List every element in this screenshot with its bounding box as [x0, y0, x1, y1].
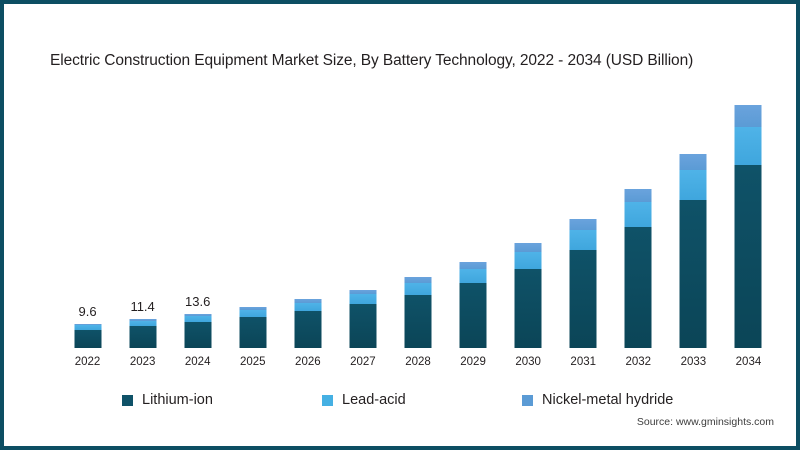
bar-segment-lead-acid[interactable] — [74, 325, 102, 330]
x-axis-tick-2022: 2022 — [74, 356, 101, 368]
bar-value-label: 11.4 — [130, 299, 155, 315]
bar-segment-lead-acid[interactable] — [184, 316, 212, 323]
x-axis-tick-2031: 2031 — [570, 356, 597, 368]
bar-segment-lithium-ion[interactable] — [74, 329, 102, 348]
stacked-bar[interactable] — [349, 289, 377, 348]
chart-legend: Lithium-ion Lead-acid Nickel-metal hydride — [60, 392, 776, 416]
legend-swatch-icon — [122, 394, 133, 406]
bar-segment-lead-acid[interactable] — [129, 321, 157, 327]
source-attribution: Source: www.gminsights.com — [636, 416, 774, 428]
bar-segment-lithium-ion[interactable] — [459, 283, 487, 348]
bar-segment-lithium-ion[interactable] — [239, 317, 267, 348]
stacked-bar[interactable] — [679, 154, 707, 348]
bar-segment-lithium-ion[interactable] — [624, 226, 652, 348]
bar-segment-lithium-ion[interactable] — [514, 268, 542, 348]
legend-swatch-icon — [522, 394, 533, 406]
bar-segment-lithium-ion[interactable] — [734, 164, 762, 348]
bar-value-label: 9.6 — [78, 303, 97, 319]
x-axis-tick-2032: 2032 — [625, 356, 652, 368]
bar-group — [335, 92, 390, 348]
legend-item-lithium-ion[interactable]: Lithium-ion — [122, 392, 213, 408]
bar-segment-lithium-ion[interactable] — [404, 294, 432, 348]
stacked-bar[interactable] — [624, 188, 652, 348]
bar-segment-nickel-metal-hydride[interactable] — [734, 104, 762, 128]
bar-segment-lead-acid[interactable] — [294, 303, 322, 312]
bar-segment-nickel-metal-hydride[interactable] — [184, 313, 212, 317]
stacked-bar[interactable] — [404, 277, 432, 348]
bar-segment-nickel-metal-hydride[interactable] — [569, 219, 597, 230]
bar-group — [666, 92, 721, 348]
bar-group — [721, 92, 776, 348]
x-axis-tick-2034: 2034 — [735, 356, 762, 368]
bar-segment-lead-acid[interactable] — [239, 310, 267, 318]
x-axis-tick-2027: 2027 — [350, 356, 376, 368]
stacked-bar[interactable] — [239, 307, 267, 348]
bar-segment-lead-acid[interactable] — [514, 251, 542, 269]
legend-item-lead-acid[interactable]: Lead-acid — [322, 392, 406, 408]
bar-segment-lead-acid[interactable] — [459, 268, 487, 284]
x-axis-tick-2029: 2029 — [460, 356, 486, 368]
chart-title: Electric Construction Equipment Market S… — [50, 52, 694, 69]
bar-group — [501, 92, 556, 348]
bar-value-label: 13.6 — [185, 293, 211, 309]
bar-segment-nickel-metal-hydride[interactable] — [129, 319, 157, 322]
bar-segment-nickel-metal-hydride[interactable] — [239, 307, 267, 311]
bar-segment-lithium-ion[interactable] — [294, 311, 322, 348]
stacked-bar[interactable] — [294, 299, 322, 348]
bar-segment-nickel-metal-hydride[interactable] — [514, 243, 542, 252]
legend-item-nickel-metal-hydride[interactable]: Nickel-metal hydride — [522, 392, 673, 408]
x-axis-tick-2024: 2024 — [184, 356, 211, 368]
bar-group — [446, 92, 501, 348]
stacked-bar[interactable] — [569, 219, 597, 348]
bar-group — [280, 92, 335, 348]
legend-label: Nickel-metal hydride — [542, 392, 674, 408]
bar-segment-lead-acid[interactable] — [624, 201, 652, 227]
x-axis-tick-2030: 2030 — [515, 356, 541, 368]
legend-label: Lead-acid — [342, 392, 406, 408]
x-axis-tick-2028: 2028 — [405, 356, 431, 368]
bar-segment-lithium-ion[interactable] — [679, 199, 707, 348]
plot-area: 9.6 11.4 13.6 — [60, 92, 776, 348]
stacked-bar[interactable] — [184, 313, 212, 348]
bar-group — [611, 92, 666, 348]
x-axis-tick-2025: 2025 — [239, 356, 266, 368]
stacked-bar[interactable] — [734, 104, 762, 348]
bar-segment-lithium-ion[interactable] — [569, 250, 597, 348]
bar-segment-nickel-metal-hydride[interactable] — [624, 188, 652, 202]
bar-segment-lead-acid[interactable] — [569, 229, 597, 251]
bar-segment-lead-acid[interactable] — [349, 294, 377, 304]
bar-segment-lithium-ion[interactable] — [349, 303, 377, 348]
bar-group: 9.6 — [60, 92, 115, 348]
bar-segment-lithium-ion[interactable] — [129, 326, 157, 348]
bar-segment-lithium-ion[interactable] — [184, 322, 212, 348]
bar-group: 11.4 — [115, 92, 170, 348]
bar-segment-lead-acid[interactable] — [734, 127, 762, 165]
bar-segment-lead-acid[interactable] — [679, 170, 707, 200]
bar-segment-nickel-metal-hydride[interactable] — [404, 277, 432, 283]
stacked-bar[interactable] — [514, 243, 542, 348]
x-axis-tick-2023: 2023 — [129, 356, 156, 368]
bar-segment-nickel-metal-hydride[interactable] — [349, 289, 377, 295]
bar-segment-nickel-metal-hydride[interactable] — [74, 323, 102, 326]
bar-group — [391, 92, 446, 348]
stacked-bar[interactable] — [129, 319, 157, 348]
bar-segment-nickel-metal-hydride[interactable] — [679, 154, 707, 171]
x-axis: 2022 2023 2024 2025 2026 2027 2028 2029 2030 2031… — [60, 350, 776, 374]
legend-swatch-icon — [322, 394, 333, 406]
bar-group: 13.6 — [170, 92, 225, 348]
bar-segment-nickel-metal-hydride[interactable] — [294, 299, 322, 304]
stacked-bar[interactable] — [459, 262, 487, 348]
bar-segment-nickel-metal-hydride[interactable] — [459, 262, 487, 269]
bar-group — [556, 92, 611, 348]
bar-group — [225, 92, 280, 348]
legend-label: Lithium-ion — [142, 392, 213, 408]
bar-segment-lead-acid[interactable] — [404, 282, 432, 295]
stacked-bar[interactable] — [74, 323, 102, 348]
x-axis-tick-2026: 2026 — [295, 356, 321, 368]
x-axis-tick-2033: 2033 — [680, 356, 707, 368]
